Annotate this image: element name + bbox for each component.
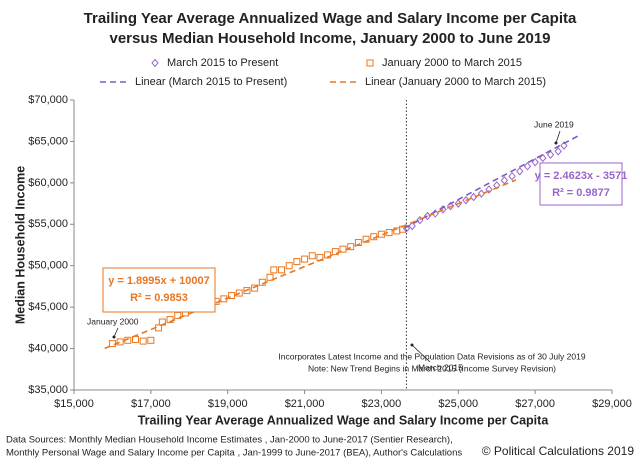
- annotation-arrow: [555, 130, 561, 144]
- equation: y = 1.8995x + 10007: [108, 275, 210, 287]
- legend-label: Linear (March 2015 to Present): [135, 76, 287, 88]
- point: [270, 266, 278, 274]
- point: [278, 266, 286, 274]
- y-axis-title: Median Household Income: [13, 166, 27, 324]
- x-tick-label: $19,000: [208, 398, 248, 410]
- x-tick-label: $25,000: [438, 398, 478, 410]
- y-tick-label: $35,000: [28, 384, 68, 396]
- point: [293, 258, 301, 266]
- point: [139, 337, 147, 345]
- legend-label: January 2000 to March 2015: [382, 57, 522, 69]
- x-tick-label: $17,000: [131, 398, 171, 410]
- y-tick-label: $50,000: [28, 260, 68, 272]
- source: Monthly Personal Wage and Salary Income …: [6, 448, 462, 459]
- y-tick-label: $65,000: [28, 135, 68, 147]
- y-tick-label: $60,000: [28, 177, 68, 189]
- point: [301, 255, 309, 263]
- point: [308, 252, 316, 260]
- point: [508, 171, 516, 181]
- x-tick-label: $29,000: [592, 398, 632, 410]
- y-tick-label: $70,000: [28, 94, 68, 106]
- point: [516, 166, 524, 176]
- chart-title: versus Median Household Income, January …: [110, 30, 551, 47]
- x-tick-label: $23,000: [362, 398, 402, 410]
- annotation-arrow: [411, 344, 431, 363]
- point: [560, 141, 568, 150]
- x-tick-label: $15,000: [54, 398, 94, 410]
- trend-line: [104, 179, 517, 350]
- point: [500, 176, 509, 185]
- point: [347, 243, 355, 251]
- legend-swatch: [151, 58, 159, 68]
- legend-label: Linear (January 2000 to March 2015): [365, 76, 546, 88]
- equation: y = 2.4623x - 3571: [535, 170, 628, 182]
- y-tick-label: $40,000: [28, 342, 68, 354]
- note: Incorporates Latest Income and the Popul…: [278, 351, 585, 361]
- point: [446, 201, 455, 211]
- point: [493, 181, 501, 190]
- point: [523, 162, 532, 171]
- y-tick-label: $55,000: [28, 218, 68, 230]
- equation-box: [102, 267, 216, 313]
- x-axis-title: Trailing Year Average Annualized Wage an…: [138, 413, 550, 427]
- annotation: June 2019: [534, 119, 574, 129]
- r-squared: R² = 0.9853: [130, 292, 188, 304]
- point: [331, 248, 339, 256]
- chart-title: Trailing Year Average Annualized Wage an…: [84, 10, 577, 27]
- arrow-head: [410, 343, 414, 347]
- annotation: January 2000: [87, 316, 139, 326]
- trend-line: [404, 133, 582, 229]
- point: [477, 189, 486, 198]
- arrow-head: [112, 335, 116, 339]
- point: [251, 284, 259, 292]
- r-squared: R² = 0.9877: [552, 187, 610, 199]
- y-tick-label: $45,000: [28, 301, 68, 313]
- point: [485, 185, 493, 194]
- point: [408, 221, 416, 231]
- point: [539, 153, 547, 163]
- point: [266, 273, 274, 281]
- point: [354, 239, 362, 247]
- point: [546, 150, 555, 159]
- legend-label: March 2015 to Present: [167, 57, 278, 69]
- point: [235, 289, 243, 297]
- source: Data Sources: Monthly Median Household I…: [6, 435, 453, 446]
- copyright: © Political Calculations 2019: [482, 444, 635, 458]
- point: [285, 262, 293, 270]
- equation-box: [539, 162, 623, 206]
- legend-swatch: [366, 59, 374, 67]
- x-tick-label: $21,000: [285, 398, 325, 410]
- annotation: March 2015: [418, 362, 463, 372]
- point: [147, 336, 155, 344]
- point: [554, 147, 562, 156]
- note: Note: New Trend Begins in March 2015 (In…: [308, 363, 556, 373]
- arrow-head: [554, 141, 558, 145]
- point: [531, 157, 539, 167]
- annotation-arrow: [113, 327, 119, 338]
- point: [116, 338, 124, 346]
- x-tick-label: $27,000: [515, 398, 555, 410]
